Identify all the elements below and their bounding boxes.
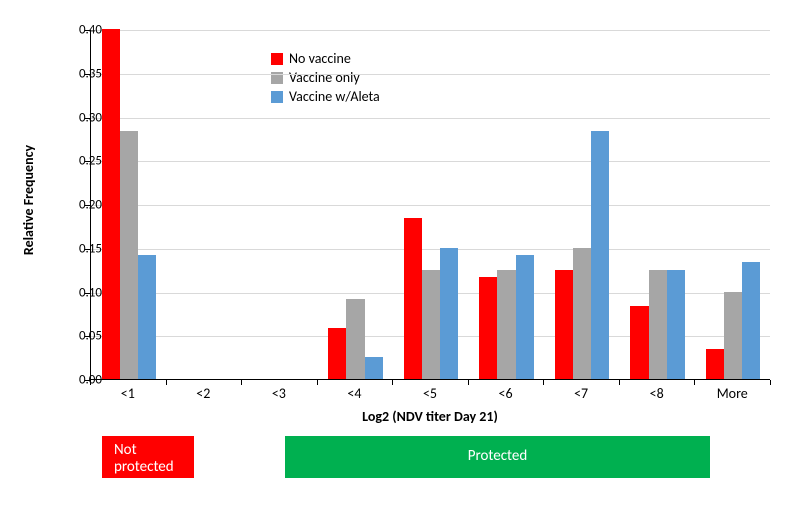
x-tick-label: <8 xyxy=(650,385,664,402)
bar xyxy=(346,299,364,380)
annotation-protected: Protected xyxy=(285,436,710,478)
bar xyxy=(138,255,156,379)
legend-label: No vaccine xyxy=(289,50,351,67)
x-tick-mark xyxy=(392,380,393,385)
chart-container: Relative Frequency No vaccine Vaccine onl… xyxy=(20,20,792,489)
y-axis-title: Relative Frequency xyxy=(20,145,37,255)
y-tick-label: 0.25 xyxy=(62,154,102,169)
bar xyxy=(667,270,685,379)
bar xyxy=(742,262,760,379)
x-tick-label: <7 xyxy=(574,385,588,402)
bar xyxy=(120,131,138,380)
x-tick-mark xyxy=(166,380,167,385)
legend: No vaccine Vaccine only Vaccine w/Aleta xyxy=(271,50,380,107)
annotation-protected-label: Protected xyxy=(468,448,528,465)
x-tick-label: <5 xyxy=(423,385,437,402)
x-tick-mark xyxy=(770,380,771,385)
bar xyxy=(706,349,724,379)
y-tick-label: 0.05 xyxy=(62,329,102,344)
y-tick-label: 0.35 xyxy=(62,66,102,81)
x-tick-label: <3 xyxy=(272,385,286,402)
bar xyxy=(102,29,120,379)
x-tick-mark xyxy=(241,380,242,385)
x-tick-mark xyxy=(543,380,544,385)
annotation-not-protected-label: Not protected xyxy=(114,441,174,476)
bar xyxy=(365,357,383,379)
gridline xyxy=(91,205,770,206)
bar xyxy=(440,248,458,379)
plot-area: No vaccine Vaccine only Vaccine w/Aleta xyxy=(90,30,770,380)
x-tick-label: More xyxy=(717,385,748,402)
bar xyxy=(591,131,609,380)
x-tick-label: <6 xyxy=(499,385,513,402)
x-tick-label: <4 xyxy=(347,385,361,402)
bar xyxy=(516,255,534,379)
x-tick-mark xyxy=(317,380,318,385)
legend-swatch xyxy=(271,53,283,65)
bar xyxy=(422,270,440,379)
gridline xyxy=(91,74,770,75)
x-tick-mark xyxy=(468,380,469,385)
bar xyxy=(630,306,648,379)
gridline xyxy=(91,30,770,31)
gridline xyxy=(91,118,770,119)
legend-item: No vaccine xyxy=(271,50,380,67)
bar xyxy=(649,270,667,379)
y-tick-label: 0.30 xyxy=(62,110,102,125)
x-tick-mark xyxy=(90,380,91,385)
legend-label: Vaccine only xyxy=(289,69,360,86)
legend-label: Vaccine w/Aleta xyxy=(289,88,380,105)
bar xyxy=(724,292,742,380)
gridline xyxy=(91,249,770,250)
x-tick-label: <2 xyxy=(196,385,210,402)
annotation-not-protected: Not protected xyxy=(102,436,194,478)
y-tick-label: 0.10 xyxy=(62,285,102,300)
y-tick-label: 0.00 xyxy=(62,373,102,388)
x-axis-title: Log2 (NDV titer Day 21) xyxy=(90,408,770,425)
bar xyxy=(404,218,422,379)
bar xyxy=(328,328,346,379)
x-tick-label: <1 xyxy=(121,385,135,402)
gridline xyxy=(91,161,770,162)
bar xyxy=(555,270,573,379)
x-tick-mark xyxy=(619,380,620,385)
bar xyxy=(479,277,497,379)
y-tick-label: 0.40 xyxy=(62,23,102,38)
x-tick-mark xyxy=(694,380,695,385)
legend-item: Vaccine w/Aleta xyxy=(271,88,380,105)
y-tick-label: 0.15 xyxy=(62,241,102,256)
legend-swatch xyxy=(271,91,283,103)
legend-item: Vaccine only xyxy=(271,69,380,86)
bar xyxy=(573,248,591,379)
y-tick-label: 0.20 xyxy=(62,198,102,213)
bar xyxy=(497,270,515,379)
